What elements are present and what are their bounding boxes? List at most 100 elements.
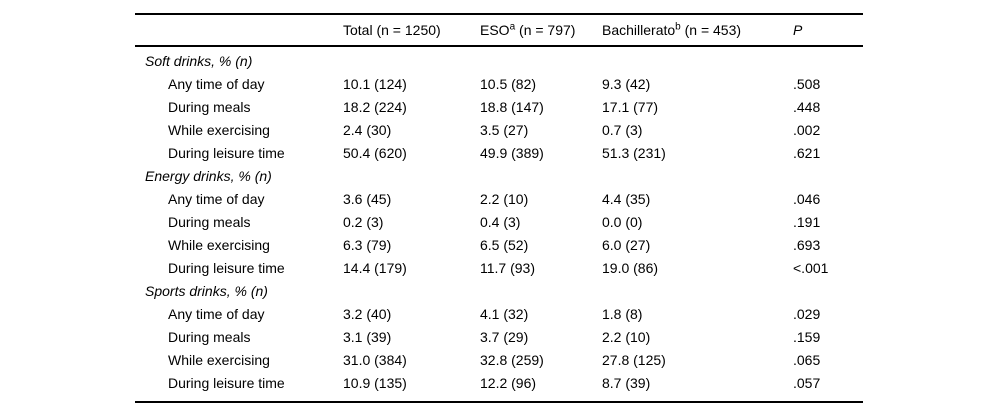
- cell-total: 3.6 (45): [343, 190, 392, 207]
- cell-p: [793, 279, 863, 302]
- table-row: Any time of day 10.1 (124) 10.5 (82) 9.3…: [135, 72, 863, 95]
- cell-p: .159: [793, 328, 821, 345]
- header-total: Total (n = 1250): [343, 14, 480, 47]
- cell-bachillerato: [602, 164, 793, 187]
- row-label: Any time of day: [168, 305, 265, 322]
- row-label: During leisure time: [168, 259, 285, 276]
- drink-consumption-table: Total (n = 1250) ESOa (n = 797) Bachille…: [135, 13, 863, 403]
- header-label-column: [135, 14, 343, 47]
- row-label: While exercising: [168, 236, 270, 253]
- row-label: During leisure time: [168, 144, 285, 161]
- cell-bachillerato: 9.3 (42): [602, 75, 651, 92]
- cell-eso: 0.4 (3): [480, 213, 521, 230]
- cell-eso: 12.2 (96): [480, 374, 537, 391]
- header-p-text: P: [793, 22, 803, 38]
- section-label: Energy drinks, % (n): [145, 167, 272, 184]
- cell-total: 10.1 (124): [343, 75, 407, 92]
- table-row: Any time of day 3.2 (40) 4.1 (32) 1.8 (8…: [135, 302, 863, 325]
- cell-p: .057: [793, 374, 821, 391]
- cell-p: <.001: [793, 259, 829, 276]
- header-p-value: P: [793, 14, 863, 47]
- header-eso-text: ESO: [480, 22, 510, 38]
- cell-p: [793, 164, 863, 187]
- section-label: Soft drinks, % (n): [145, 52, 253, 69]
- header-row: Total (n = 1250) ESOa (n = 797) Bachille…: [135, 14, 863, 47]
- cell-total: 0.2 (3): [343, 213, 384, 230]
- cell-p: .448: [793, 98, 821, 115]
- cell-eso: 18.8 (147): [480, 98, 544, 115]
- cell-bachillerato: 0.0 (0): [602, 213, 643, 230]
- cell-eso: [480, 46, 602, 72]
- cell-bachillerato: 4.4 (35): [602, 190, 651, 207]
- cell-total: 3.1 (39): [343, 328, 392, 345]
- cell-eso: 10.5 (82): [480, 75, 537, 92]
- cell-bachillerato: 27.8 (125): [602, 351, 666, 368]
- section-row-energy-drinks: Energy drinks, % (n): [135, 164, 863, 187]
- cell-p: .065: [793, 351, 821, 368]
- cell-p: .693: [793, 236, 821, 253]
- table-row: During meals 18.2 (224) 18.8 (147) 17.1 …: [135, 95, 863, 118]
- cell-p: [793, 46, 863, 72]
- table-row: During leisure time 10.9 (135) 12.2 (96)…: [135, 371, 863, 402]
- cell-p: .621: [793, 144, 821, 161]
- table-row: During meals 3.1 (39) 3.7 (29) 2.2 (10) …: [135, 325, 863, 348]
- cell-bachillerato: 1.8 (8): [602, 305, 643, 322]
- cell-p: .002: [793, 121, 821, 138]
- header-bachillerato-text: Bachillerato: [602, 22, 676, 38]
- footnote-marker-a: a: [509, 21, 516, 33]
- cell-eso: [480, 279, 602, 302]
- header-bachillerato-n: (n = 453): [680, 22, 742, 38]
- cell-eso: 32.8 (259): [480, 351, 544, 368]
- row-label: While exercising: [168, 351, 270, 368]
- table-row: While exercising 2.4 (30) 3.5 (27) 0.7 (…: [135, 118, 863, 141]
- cell-bachillerato: 6.0 (27): [602, 236, 651, 253]
- section-row-soft-drinks: Soft drinks, % (n): [135, 46, 863, 72]
- cell-bachillerato: [602, 46, 793, 72]
- cell-eso: 4.1 (32): [480, 305, 529, 322]
- cell-total: 10.9 (135): [343, 374, 407, 391]
- table-row: During meals 0.2 (3) 0.4 (3) 0.0 (0) .19…: [135, 210, 863, 233]
- header-eso: ESOa (n = 797): [480, 14, 602, 47]
- table-row: While exercising 31.0 (384) 32.8 (259) 2…: [135, 348, 863, 371]
- cell-total: 50.4 (620): [343, 144, 407, 161]
- cell-eso: 11.7 (93): [480, 259, 535, 276]
- header-eso-n: (n = 797): [515, 22, 576, 38]
- row-label: While exercising: [168, 121, 270, 138]
- cell-bachillerato: [602, 279, 793, 302]
- cell-bachillerato: 8.7 (39): [602, 374, 651, 391]
- section-row-sports-drinks: Sports drinks, % (n): [135, 279, 863, 302]
- cell-total: [343, 46, 480, 72]
- cell-p: .508: [793, 75, 821, 92]
- cell-bachillerato: 51.3 (231): [602, 144, 666, 161]
- cell-eso: [480, 164, 602, 187]
- row-label: Any time of day: [168, 75, 265, 92]
- table-row: While exercising 6.3 (79) 6.5 (52) 6.0 (…: [135, 233, 863, 256]
- cell-eso: 6.5 (52): [480, 236, 529, 253]
- cell-total: 14.4 (179): [343, 259, 407, 276]
- cell-bachillerato: 17.1 (77): [602, 98, 659, 115]
- cell-total: [343, 164, 480, 187]
- cell-bachillerato: 0.7 (3): [602, 121, 643, 138]
- footnote-marker-b: b: [675, 21, 681, 33]
- cell-total: 3.2 (40): [343, 305, 392, 322]
- cell-p: .191: [793, 213, 821, 230]
- row-label: During leisure time: [168, 374, 285, 391]
- cell-p: .029: [793, 305, 821, 322]
- cell-total: 18.2 (224): [343, 98, 407, 115]
- cell-total: 31.0 (384): [343, 351, 407, 368]
- table-row: During leisure time 14.4 (179) 11.7 (93)…: [135, 256, 863, 279]
- row-label: During meals: [168, 328, 251, 345]
- cell-eso: 3.5 (27): [480, 121, 529, 138]
- cell-eso: 49.9 (389): [480, 144, 544, 161]
- header-bachillerato: Bachilleratob (n = 453): [602, 14, 793, 47]
- table-row: Any time of day 3.6 (45) 2.2 (10) 4.4 (3…: [135, 187, 863, 210]
- header-total-text: Total (n = 1250): [343, 22, 441, 38]
- cell-total: 2.4 (30): [343, 121, 392, 138]
- cell-bachillerato: 2.2 (10): [602, 328, 651, 345]
- cell-bachillerato: 19.0 (86): [602, 259, 659, 276]
- row-label: During meals: [168, 98, 251, 115]
- cell-eso: 2.2 (10): [480, 190, 529, 207]
- table-row: During leisure time 50.4 (620) 49.9 (389…: [135, 141, 863, 164]
- cell-total: [343, 279, 480, 302]
